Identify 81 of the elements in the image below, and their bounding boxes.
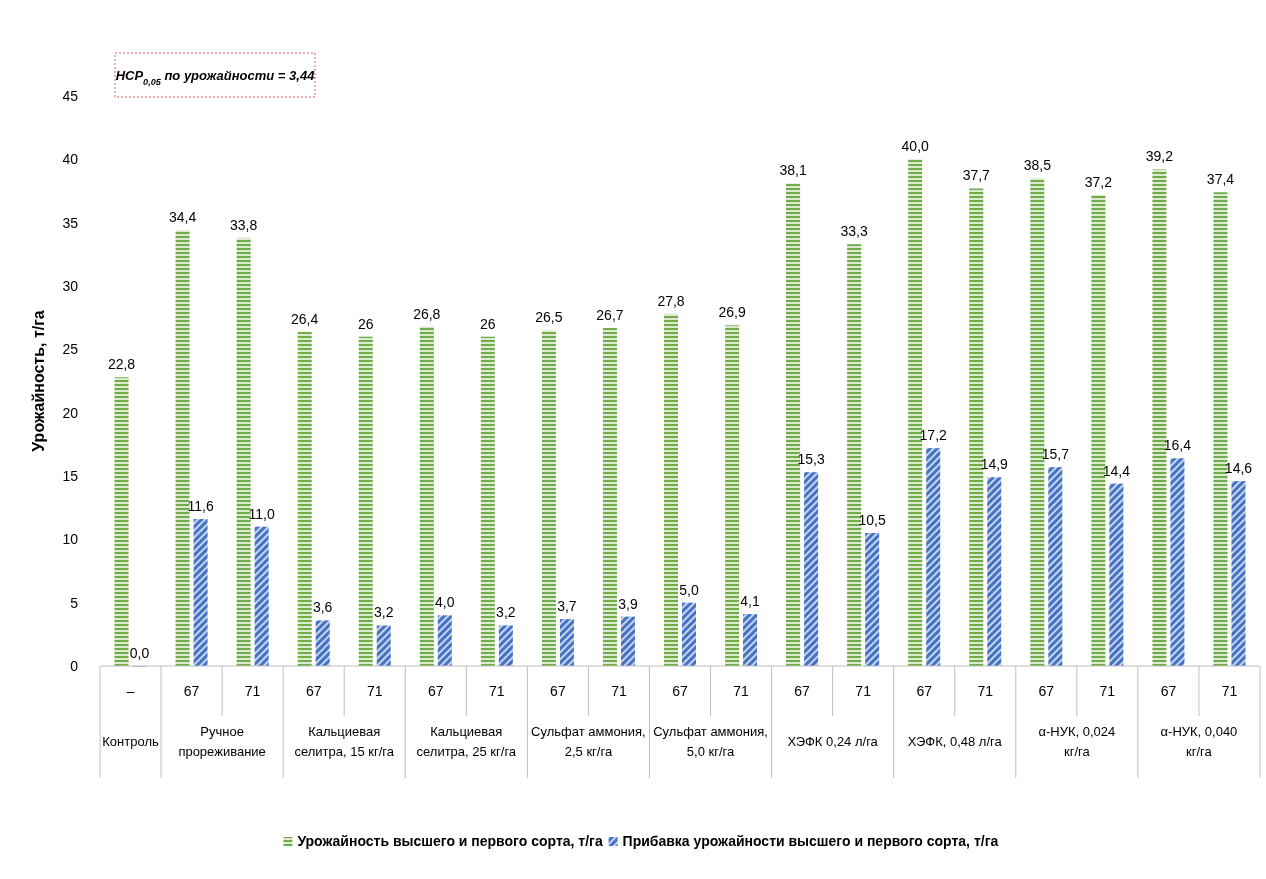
y-tick-label: 40	[62, 151, 79, 168]
data-label: 4,1	[740, 593, 760, 610]
y-tick-label: 0	[70, 658, 79, 674]
x-tick-label: 71	[855, 683, 872, 699]
data-label: 10,5	[858, 512, 886, 528]
data-label: 39,2	[1145, 148, 1174, 165]
data-label: 15,7	[1041, 446, 1070, 463]
data-label: 3,9	[618, 595, 638, 612]
y-tick-label: 20	[62, 404, 79, 421]
text: НСР$_{0,05}$ по урожайности = 3,44	[115, 68, 316, 87]
data-label: 34,4	[168, 209, 197, 226]
legend-label: Прибавка урожайности высшего и первого сорта, т/га	[622, 833, 999, 849]
data-label: 17,2	[919, 427, 948, 444]
x-tick-label: 67	[672, 683, 688, 699]
data-label: 22,8	[107, 356, 136, 373]
x-tick-label: 67	[428, 683, 444, 699]
x-tick-label: 71	[366, 683, 383, 699]
data-label: 37,7	[962, 167, 991, 184]
data-label: 26,4	[291, 310, 319, 327]
y-tick-label: 15	[62, 468, 79, 484]
x-tick-label: 71	[489, 683, 505, 699]
y-tick-label: 35	[62, 214, 79, 231]
data-label: 33,8	[230, 216, 258, 233]
text: Кальциевая селитра, 15 кг/га	[294, 724, 395, 759]
data-label: 26	[480, 315, 496, 332]
x-tick-label: 71	[611, 683, 627, 699]
data-label: 38,5	[1023, 157, 1052, 174]
data-label: 11,0	[248, 505, 275, 522]
x-tick-label: 67	[183, 683, 200, 699]
data-label: 14,4	[1102, 462, 1131, 479]
data-label: 3,2	[374, 604, 394, 621]
x-tick-label: 71	[1221, 683, 1238, 699]
x-tick-label: 71	[733, 683, 750, 699]
data-label: 4,0	[435, 594, 455, 611]
x-tick-label: 67	[916, 683, 933, 699]
x-tick-label: 71	[1099, 683, 1116, 699]
x-tick-label: 67	[305, 683, 322, 699]
x-tick-label: –	[126, 683, 135, 699]
data-label: 26	[357, 315, 374, 332]
data-label: 26,8	[413, 305, 441, 322]
text: Контроль	[102, 734, 159, 749]
y-tick-label: 10	[62, 531, 79, 548]
text: Сульфат аммония, 5,0 кг/га	[653, 724, 768, 759]
text: Кальциевая селитра, 25 кг/га	[416, 724, 517, 759]
text: α-НУК, 0,024 кг/га	[1038, 724, 1116, 759]
data-label: 3,6	[312, 599, 333, 616]
data-label: 26,7	[596, 306, 624, 323]
data-label: 27,8	[657, 292, 685, 309]
data-label: 26,5	[535, 309, 563, 326]
y-axis-title: Урожайность, т/га	[30, 310, 47, 452]
legend-label: Урожайность высшего и первого сорта, т/га	[297, 833, 603, 849]
data-label: 37,4	[1206, 171, 1235, 188]
data-label: 5,0	[679, 581, 699, 598]
data-label: 33,3	[840, 223, 868, 240]
text: α-НУК, 0,040 кг/га	[1160, 724, 1238, 759]
x-tick-label: 67	[1038, 683, 1055, 699]
data-label: 14,6	[1224, 460, 1253, 477]
data-label: 14,9	[980, 456, 1009, 473]
y-tick-label: 45	[62, 88, 79, 104]
y-tick-label: 25	[62, 341, 79, 358]
x-tick-label: 71	[244, 683, 261, 699]
data-label: 37,2	[1084, 173, 1113, 190]
data-label: 15,3	[797, 451, 825, 468]
x-tick-label: 67	[1160, 683, 1177, 699]
text: Сульфат аммония, 2,5 кг/га	[531, 724, 646, 759]
data-label: 40,0	[901, 138, 930, 155]
data-label: 0,0	[129, 645, 150, 661]
data-label: 16,4	[1163, 437, 1192, 454]
data-label: 3,2	[496, 604, 516, 621]
data-label: 26,9	[718, 304, 746, 321]
text: ХЭФК 0,24 л/га	[787, 734, 879, 749]
x-tick-label: 67	[794, 683, 811, 699]
data-label: 3,7	[557, 598, 577, 615]
data-label: 38,1	[779, 162, 807, 179]
data-label: 11,6	[187, 498, 214, 515]
y-tick-label: 30	[62, 278, 79, 294]
x-tick-label: 71	[977, 683, 994, 699]
text: Ручное прореживание	[178, 724, 266, 759]
x-tick-label: 67	[550, 683, 566, 699]
text: ХЭФК, 0,48 л/га	[907, 734, 1003, 749]
y-tick-label: 5	[70, 594, 79, 611]
